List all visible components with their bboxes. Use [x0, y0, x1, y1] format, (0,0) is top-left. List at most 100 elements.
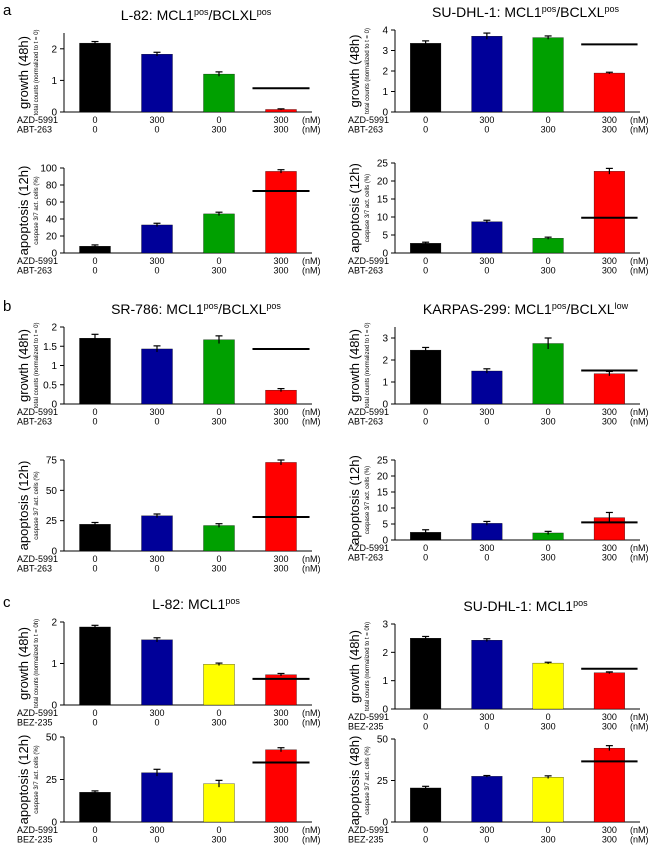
condition-value: 0 [92, 718, 97, 728]
y-tick-label: 60 [46, 198, 58, 209]
y-tick-label: 0.5 [43, 380, 57, 391]
chart-title: SU-DHL-1: MCL1pos [463, 598, 588, 614]
condition-value: 300 [149, 708, 164, 718]
y-tick-label: 0 [51, 249, 57, 260]
y-tick-label: 0 [382, 536, 388, 547]
y-tick-label: 2 [382, 356, 388, 367]
condition-name: AZD-5991 [348, 115, 389, 125]
condition-value: 0 [154, 125, 159, 135]
chart-title-sup: pos [552, 301, 567, 311]
condition-value: 0 [423, 543, 428, 553]
bar [79, 42, 111, 113]
condition-value: 300 [602, 712, 617, 722]
c-l82-growth: L-82: MCL1pos growth (48h) total counts (n… [16, 596, 321, 728]
chart-title: SR-786: MCL1pos/BCLXLpos [111, 301, 281, 317]
bar [79, 338, 111, 405]
y-tick-label: 0 [51, 547, 57, 558]
condition-value: 0 [423, 125, 428, 135]
chart-title-sup2: low [615, 301, 629, 311]
condition-value: 300 [273, 115, 288, 125]
condition-value: 300 [211, 564, 226, 574]
condition-unit: (nM) [302, 554, 321, 564]
condition-value: 300 [211, 125, 226, 135]
y-tick-label: 0 [382, 249, 388, 260]
y-tick-label: 0 [51, 701, 57, 712]
y-tick-label: 1 [382, 676, 388, 687]
chart-title-main: L-82: MCL1 [152, 596, 225, 612]
condition-value: 300 [273, 564, 288, 574]
c-sudhl1-apoptosis: apoptosis (48h) caspase 3/7 act. cells (%… [347, 735, 649, 845]
y-tick-label: 15 [377, 195, 389, 206]
y-axis-label: apoptosis (48h) [347, 736, 362, 826]
y-axis-sublabel: caspase 3/7 act. cells (%) [34, 176, 40, 244]
condition-value: 0 [92, 256, 97, 266]
condition-value: 0 [216, 256, 221, 266]
y-axis-sublabel: total counts (normalized to t = 0) [365, 28, 371, 114]
bar [532, 777, 564, 823]
condition-value: 0 [92, 554, 97, 564]
condition-value: 300 [273, 835, 288, 845]
y-tick-label: 3 [382, 334, 388, 345]
condition-value: 300 [149, 256, 164, 266]
condition-value: 0 [216, 407, 221, 417]
condition-name: AZD-5991 [17, 708, 58, 718]
y-tick-label: 0 [51, 400, 57, 411]
condition-value: 300 [273, 708, 288, 718]
condition-value: 300 [602, 266, 617, 276]
condition-name: ABT-263 [17, 564, 52, 574]
condition-value: 0 [546, 407, 551, 417]
condition-value: 300 [602, 835, 617, 845]
condition-name: ABT-263 [348, 417, 383, 427]
y-tick-label: 2 [382, 648, 388, 659]
condition-unit: (nM) [302, 256, 321, 266]
chart-title-main: SU-DHL-1: MCL1 [432, 4, 542, 20]
condition-name: ABT-263 [17, 266, 52, 276]
condition-value: 300 [149, 407, 164, 417]
bar [203, 783, 235, 823]
condition-value: 0 [423, 553, 428, 563]
condition-value: 300 [602, 407, 617, 417]
condition-value: 300 [211, 835, 226, 845]
condition-value: 0 [92, 125, 97, 135]
chart-title-sup: pos [194, 7, 209, 17]
bar [471, 221, 503, 254]
y-tick-label: 4 [382, 26, 388, 37]
a-l82-apoptosis: apoptosis (12h) caspase 3/7 act. cells (%… [16, 164, 321, 276]
y-tick-label: 25 [377, 776, 389, 787]
condition-unit: (nM) [302, 115, 321, 125]
bar [593, 747, 625, 823]
condition-value: 300 [541, 722, 556, 732]
y-axis-label: growth (48h) [347, 35, 362, 108]
condition-value: 300 [602, 125, 617, 135]
condition-name: AZD-5991 [17, 825, 58, 835]
condition-value: 0 [546, 543, 551, 553]
bar [141, 224, 173, 254]
y-tick-label: 2 [51, 323, 57, 334]
bar [79, 792, 111, 823]
condition-value: 300 [479, 825, 494, 835]
condition-name: AZD-5991 [17, 256, 58, 266]
bar [265, 462, 297, 552]
y-tick-label: 20 [377, 472, 389, 483]
bar [532, 238, 564, 254]
condition-value: 300 [541, 835, 556, 845]
bar [532, 37, 564, 113]
y-tick-label: 25 [377, 456, 389, 467]
condition-value: 0 [423, 266, 428, 276]
condition-value: 0 [546, 256, 551, 266]
condition-unit: (nM) [630, 115, 649, 125]
bar [141, 639, 173, 706]
bar [265, 389, 297, 405]
condition-unit: (nM) [630, 417, 649, 427]
condition-name: AZD-5991 [348, 712, 389, 722]
condition-value: 300 [273, 256, 288, 266]
bar [410, 787, 442, 823]
chart-title-main: L-82: MCL1 [121, 7, 194, 23]
condition-value: 0 [216, 115, 221, 125]
bar [593, 171, 625, 254]
y-axis-label: apoptosis (12h) [347, 455, 362, 545]
bar [593, 373, 625, 405]
